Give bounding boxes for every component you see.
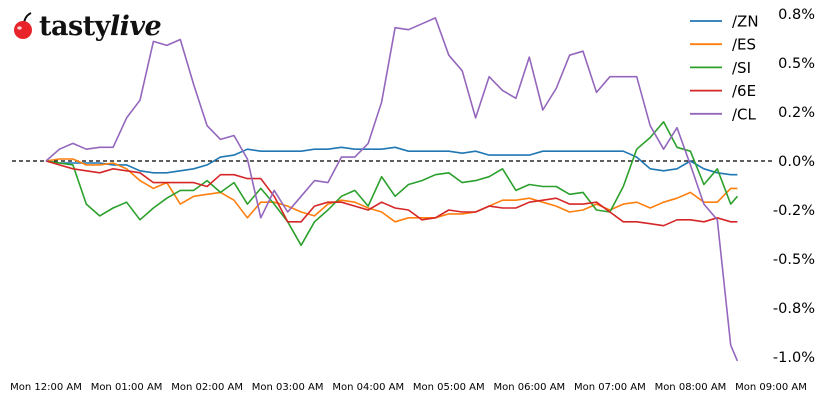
y-tick-label: -0.8% (773, 301, 815, 317)
series-line-zn (45, 146, 738, 176)
x-tick-label: Mon 03:00 AM (252, 382, 324, 393)
legend-label: /SI (732, 59, 751, 77)
legend-item: /ES (690, 36, 756, 54)
legend-label: /CL (732, 105, 757, 123)
series-layer (45, 17, 739, 362)
x-tick-label: Mon 02:00 AM (171, 382, 243, 393)
x-tick-label: Mon 06:00 AM (493, 382, 565, 393)
legend-label: /ES (732, 36, 756, 54)
logo-text: tastylive (39, 10, 162, 42)
series-line-si (45, 121, 739, 247)
y-tick-label: -0.2% (773, 203, 815, 219)
legend-item: /SI (690, 59, 751, 77)
y-tick-label: 0.5% (778, 56, 815, 72)
x-tick-label: Mon 08:00 AM (655, 382, 727, 393)
x-tick-label: Mon 04:00 AM (332, 382, 404, 393)
y-tick-label: 0.8% (778, 7, 815, 23)
x-tick-label: Mon 12:00 AM (10, 382, 82, 393)
logo-text-live: live (109, 10, 162, 42)
x-tick-label: Mon 01:00 AM (91, 382, 163, 393)
legend-item: /6E (690, 82, 756, 100)
logo-text-tasty: tasty (39, 10, 110, 42)
series-line-es (45, 158, 738, 223)
cherry-icon (14, 12, 32, 39)
x-axis-ticks: Mon 12:00 AM Mon 01:00 AM Mon 02:00 AM Mon … (10, 382, 807, 393)
legend: /ZN/ES/SI/6E/CL (690, 13, 759, 123)
y-tick-label: 0.2% (778, 105, 815, 121)
logo: tastylive (12, 6, 162, 46)
legend-label: /ZN (732, 13, 759, 31)
legend-label: /6E (732, 82, 756, 100)
series-line-6e (45, 160, 738, 227)
legend-item: /CL (690, 105, 757, 123)
legend-item: /ZN (690, 13, 759, 31)
y-tick-label: 0.0% (778, 154, 815, 170)
x-tick-label: Mon 07:00 AM (574, 382, 646, 393)
x-tick-label: Mon 09:00 AM (735, 382, 807, 393)
x-tick-label: Mon 05:00 AM (413, 382, 485, 393)
y-tick-label: -0.5% (773, 252, 815, 268)
series-line-cl (45, 17, 739, 362)
y-axis-ticks: 0.8% 0.5% 0.2% 0.0% -0.2% -0.5% -0.8% -1.0% (773, 7, 815, 366)
y-tick-label: -1.0% (773, 350, 815, 366)
